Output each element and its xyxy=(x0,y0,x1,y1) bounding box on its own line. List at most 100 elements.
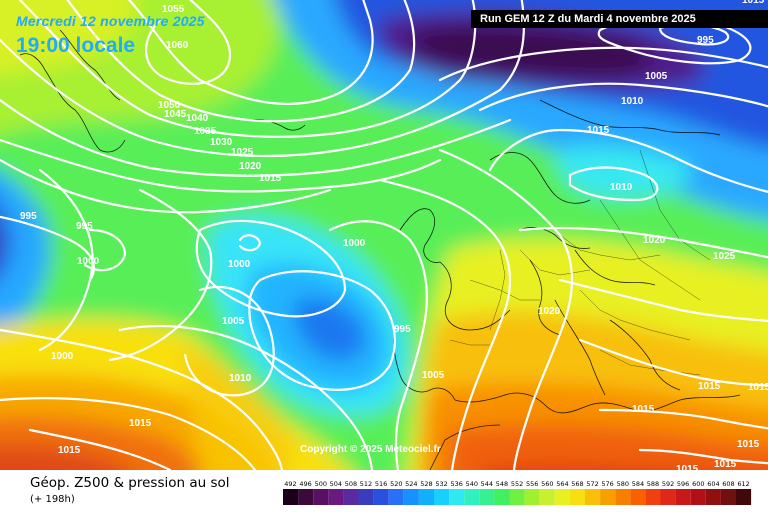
legend-tick-label: 540 xyxy=(466,480,478,488)
legend-swatch xyxy=(705,489,721,505)
legend-tick-label: 580 xyxy=(617,480,629,488)
isobar-label: 1015 xyxy=(259,173,282,184)
legend-swatch xyxy=(358,489,374,505)
isobar-label: 1050 xyxy=(158,100,181,111)
legend-tick-label: 508 xyxy=(345,480,357,488)
legend-tick-label: 572 xyxy=(586,480,598,488)
legend-swatch xyxy=(449,489,465,505)
z500-color-field xyxy=(0,0,768,470)
isobar-label: 1010 xyxy=(610,182,633,193)
legend-tick-label: 520 xyxy=(390,480,402,488)
isobar-label: 1020 xyxy=(239,161,262,172)
legend-swatch xyxy=(403,489,419,505)
isobar-label: 1015 xyxy=(737,439,760,450)
isobar-label: 1040 xyxy=(186,113,209,124)
legend-swatch xyxy=(373,489,389,505)
coastlines xyxy=(19,29,741,470)
isobar-label: 1015 xyxy=(676,464,699,470)
isobar-label: 1030 xyxy=(210,137,233,148)
isobar-labels: 1055 1060 1050 1045 1040 1035 1030 1025 … xyxy=(20,0,768,470)
legend-tick-label: 556 xyxy=(526,480,538,488)
isobar-label: 995 xyxy=(76,221,93,232)
isobar-label: 1035 xyxy=(194,126,217,137)
isobar-label: 1015 xyxy=(714,459,737,470)
legend-tick-label: 496 xyxy=(299,480,311,488)
legend-tick-label: 492 xyxy=(284,480,296,488)
legend-swatch xyxy=(736,489,752,505)
isobar-label: 1015 xyxy=(587,125,610,136)
legend-tick-label: 592 xyxy=(662,480,674,488)
isobar-label: 1000 xyxy=(343,238,366,249)
legend-tick-label: 544 xyxy=(481,480,493,488)
legend-swatch xyxy=(600,489,616,505)
legend-swatch xyxy=(720,489,736,505)
legend-tick-label: 504 xyxy=(330,480,342,488)
legend-tick-label: 600 xyxy=(692,480,704,488)
isobars xyxy=(0,0,768,470)
legend-swatch xyxy=(388,489,404,505)
chart-title: Géop. Z500 & pression au sol xyxy=(30,475,230,491)
isobar-label: 1025 xyxy=(231,147,254,158)
isobar-label: 1005 xyxy=(222,316,245,327)
legend-swatch xyxy=(418,489,434,505)
valid-time: 19:00 locale xyxy=(16,34,136,57)
legend-tick-label: 560 xyxy=(541,480,553,488)
legend-swatch xyxy=(569,489,585,505)
isobar-label: 1000 xyxy=(228,259,251,270)
isobar-label: 1005 xyxy=(422,370,445,381)
legend-tick-label: 612 xyxy=(737,480,749,488)
legend-swatch xyxy=(464,489,480,505)
legend-swatch xyxy=(313,489,329,505)
model-run-banner: Run GEM 12 Z du Mardi 4 novembre 2025 xyxy=(471,10,768,28)
legend-swatch xyxy=(675,489,691,505)
legend-swatch xyxy=(283,489,299,505)
isobar-label: 1020 xyxy=(538,306,561,317)
legend-tick-label: 552 xyxy=(511,480,523,488)
legend-tick-label: 528 xyxy=(420,480,432,488)
isobar-label: 1000 xyxy=(77,256,100,267)
copyright-notice: Copyright © 2025 Meteociel.fr xyxy=(300,444,441,455)
legend-tick-label: 604 xyxy=(707,480,719,488)
legend-swatch xyxy=(585,489,601,505)
legend-tick-label: 500 xyxy=(315,480,327,488)
legend-tick-label: 564 xyxy=(556,480,568,488)
legend-swatch xyxy=(539,489,555,505)
isobar-label: 1015 xyxy=(58,445,81,456)
legend-tick-label: 608 xyxy=(722,480,734,488)
isobar-label: 995 xyxy=(394,324,411,335)
legend-tick-label: 524 xyxy=(405,480,417,488)
legend-swatch xyxy=(479,489,495,505)
legend-swatch xyxy=(298,489,314,505)
legend-tick-label: 596 xyxy=(677,480,689,488)
legend-tick-label: 516 xyxy=(375,480,387,488)
legend-swatch xyxy=(615,489,631,505)
legend-swatch xyxy=(494,489,510,505)
isobar-label: 995 xyxy=(697,35,714,46)
isobar-label: 1010 xyxy=(229,373,252,384)
legend-swatch xyxy=(509,489,525,505)
legend-swatch xyxy=(328,489,344,505)
country-borders xyxy=(449,149,711,376)
valid-date: Mercredi 12 novembre 2025 xyxy=(16,13,205,29)
isobar-label: 1020 xyxy=(643,235,666,246)
legend-swatch xyxy=(660,489,676,505)
isobar-label: 1015 xyxy=(698,381,721,392)
isobar-label: 1015 xyxy=(742,0,765,6)
legend-tick-label: 532 xyxy=(435,480,447,488)
legend-swatch xyxy=(554,489,570,505)
isobar-label: 995 xyxy=(20,211,37,222)
legend-tick-label: 584 xyxy=(632,480,644,488)
isobar-label: 1015 xyxy=(748,382,768,393)
isobar-label: 1005 xyxy=(645,71,668,82)
legend-swatch xyxy=(524,489,540,505)
isobar-label: 1025 xyxy=(713,251,736,262)
isobar-label: 1010 xyxy=(621,96,644,107)
isobar-label: 1055 xyxy=(162,4,185,15)
isobar-label: 1015 xyxy=(632,404,655,415)
legend-tick-label: 536 xyxy=(450,480,462,488)
isobar-label: 1015 xyxy=(129,418,152,429)
legend-tick-label: 576 xyxy=(601,480,613,488)
isobar-label: 1045 xyxy=(164,109,187,120)
legend-swatch xyxy=(434,489,450,505)
